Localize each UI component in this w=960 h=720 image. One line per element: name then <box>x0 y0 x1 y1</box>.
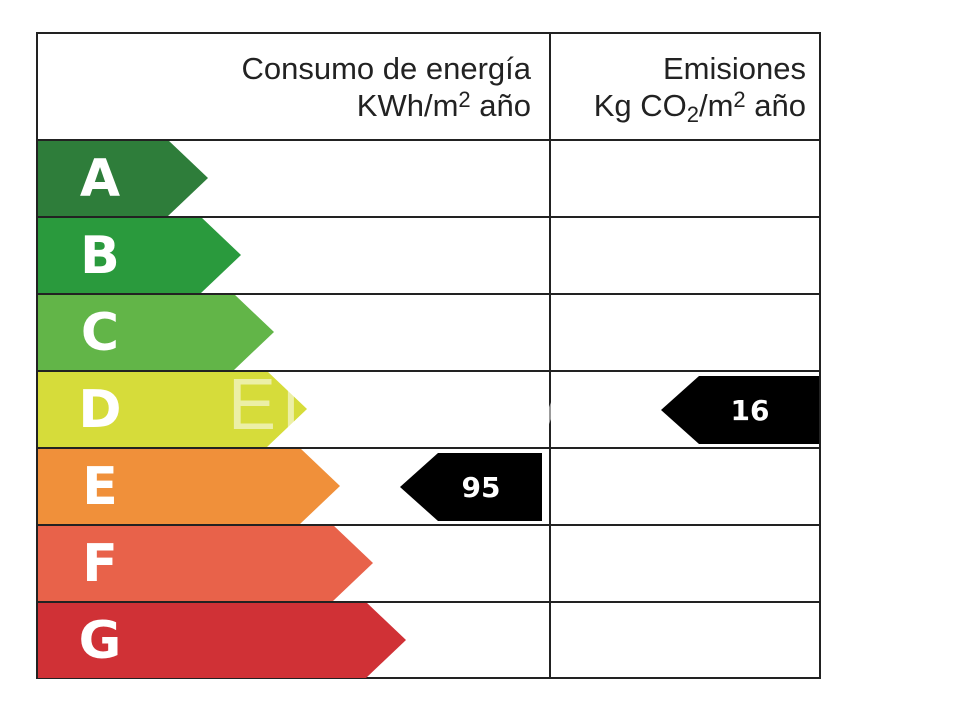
emissions-rating-marker-shape <box>661 376 819 444</box>
row-divider <box>38 370 819 372</box>
rating-letter-f: F <box>82 533 118 594</box>
emissions-rating-marker: 16 <box>661 376 819 444</box>
rating-letter-g: G <box>78 610 122 671</box>
rating-row-e: E 95 <box>38 448 819 525</box>
emissions-title: Emisiones <box>663 50 806 86</box>
energy-consumption-header: Consumo de energía KWh/m2 año <box>38 34 531 139</box>
rating-arrow-shape <box>38 294 274 370</box>
rating-arrow-e <box>38 448 340 525</box>
rating-letter-c: C <box>80 302 120 363</box>
rating-arrow-a <box>38 140 208 217</box>
column-divider <box>549 34 551 677</box>
row-divider <box>38 293 819 295</box>
rating-letter-e: E <box>82 456 118 517</box>
emissions-unit: Kg CO2/m2 año <box>593 86 806 127</box>
rating-row-c: C <box>38 294 819 371</box>
energy-rating-marker-value: 95 <box>461 470 501 504</box>
rating-letter-d: D <box>78 379 122 440</box>
emissions-header: Emisiones Kg CO2/m2 año <box>551 34 806 139</box>
row-divider <box>38 601 819 603</box>
energy-title: Consumo de energía <box>241 50 531 86</box>
row-divider <box>38 216 819 218</box>
energy-rating-marker-shape <box>400 453 542 521</box>
rating-arrow-shape <box>38 217 241 293</box>
rating-arrow-shape <box>38 602 406 678</box>
rating-letter-b: B <box>80 225 120 286</box>
rating-row-b: B <box>38 217 819 294</box>
rating-row-a: A <box>38 140 819 217</box>
energy-rating-marker: 95 <box>400 453 542 521</box>
rating-arrow-g <box>38 602 406 679</box>
energy-unit: KWh/m2 año <box>356 86 531 123</box>
rating-arrow-shape <box>38 448 340 524</box>
row-divider <box>38 447 819 449</box>
row-divider <box>38 139 819 141</box>
rating-arrow-b <box>38 217 241 294</box>
emissions-rating-marker-value: 16 <box>730 393 770 427</box>
rating-row-d: D 16 <box>38 371 819 448</box>
rating-arrow-c <box>38 294 274 371</box>
rating-row-f: F <box>38 525 819 602</box>
rating-arrow-shape <box>38 525 373 601</box>
rating-arrow-shape <box>38 140 208 216</box>
rating-letter-a: A <box>79 148 121 209</box>
rating-row-g: G <box>38 602 819 679</box>
rating-arrow-shape <box>38 371 307 447</box>
energy-certificate-table: Consumo de energía KWh/m2 año Emisiones … <box>36 32 821 679</box>
rating-arrow-f <box>38 525 373 602</box>
row-divider <box>38 524 819 526</box>
rating-arrow-d <box>38 371 307 448</box>
